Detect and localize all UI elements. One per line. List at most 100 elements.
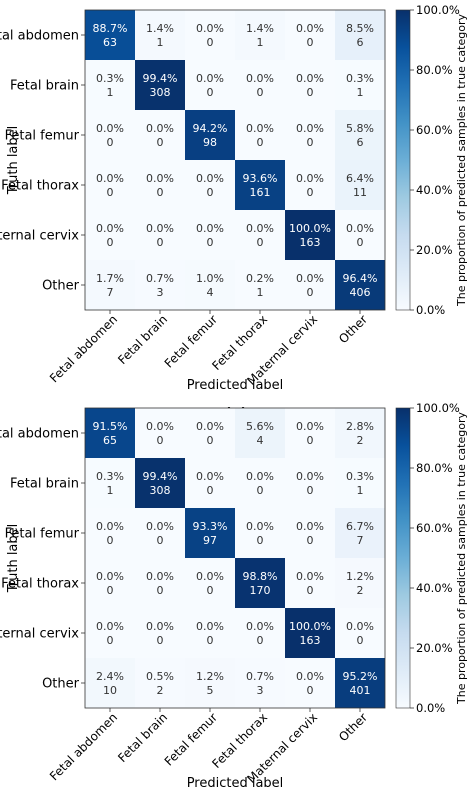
cell-count-label: 0 xyxy=(107,236,114,249)
heatmap-cell xyxy=(185,408,235,458)
plot-frame xyxy=(84,9,386,311)
cell-count-label: 0 xyxy=(307,186,314,199)
heatmap-cell xyxy=(185,210,235,260)
cell-percent-label: 0.5% xyxy=(146,670,174,683)
colorbar-tick-label: 40.0% xyxy=(416,183,453,197)
heatmap-cell xyxy=(285,210,335,260)
y-tick-label: Maternal cervix xyxy=(0,627,79,642)
heatmap-cell xyxy=(85,60,135,110)
cell-percent-label: 0.0% xyxy=(146,520,174,533)
y-tick-label: Fetal brain xyxy=(10,79,79,94)
heatmap-cell xyxy=(335,110,385,160)
heatmap-cell xyxy=(335,260,385,310)
cell-percent-label: 0.3% xyxy=(346,72,374,85)
cell-percent-label: 0.0% xyxy=(196,172,224,185)
cell-count-label: 0 xyxy=(157,236,164,249)
cell-percent-label: 99.4% xyxy=(143,72,178,85)
heatmap-cell xyxy=(285,558,335,608)
heatmap-cell xyxy=(285,408,335,458)
heatmap-cell xyxy=(335,210,385,260)
cell-percent-label: 0.0% xyxy=(146,172,174,185)
cell-percent-label: 1.0% xyxy=(196,272,224,285)
cell-percent-label: 0.0% xyxy=(296,670,324,683)
heatmap-cell xyxy=(235,110,285,160)
cell-percent-label: 0.0% xyxy=(296,172,324,185)
cell-count-label: 0 xyxy=(207,236,214,249)
y-tick-label: Fetal thorax xyxy=(1,577,79,592)
heatmap-cell xyxy=(235,508,285,558)
cell-count-label: 406 xyxy=(350,286,371,299)
cell-count-label: 1 xyxy=(107,86,114,99)
colorbar-tick-label: 0.0% xyxy=(416,303,445,317)
heatmap-cell xyxy=(85,110,135,160)
heatmap-cell xyxy=(335,508,385,558)
colorbar-tick-label: 80.0% xyxy=(416,63,453,77)
colorbar xyxy=(395,9,411,311)
heatmap-cell xyxy=(335,60,385,110)
heatmap-cell xyxy=(235,160,285,210)
cell-percent-label: 95.2% xyxy=(343,670,378,683)
cell-count-label: 170 xyxy=(250,584,271,597)
heatmap-cell xyxy=(285,160,335,210)
cell-percent-label: 93.3% xyxy=(193,520,228,533)
heatmap-cell xyxy=(285,658,335,708)
heatmap-cell xyxy=(335,558,385,608)
cell-count-label: 0 xyxy=(107,534,114,547)
heatmap-cell xyxy=(185,110,235,160)
cell-percent-label: 94.2% xyxy=(193,122,228,135)
cell-count-label: 0 xyxy=(207,634,214,647)
colorbar-title: The proportion of predicted samples in t… xyxy=(455,14,468,307)
cell-count-label: 161 xyxy=(250,186,271,199)
y-tick-label: Fetal femur xyxy=(5,527,80,542)
cell-percent-label: 93.6% xyxy=(243,172,278,185)
cell-count-label: 401 xyxy=(350,684,371,697)
heatmap-cell xyxy=(85,608,135,658)
cell-count-label: 6 xyxy=(357,36,364,49)
cell-count-label: 0 xyxy=(307,534,314,547)
cell-percent-label: 100.0% xyxy=(289,222,331,235)
cell-percent-label: 0.0% xyxy=(296,520,324,533)
cell-percent-label: 0.0% xyxy=(196,470,224,483)
colorbar xyxy=(395,407,411,709)
heatmap-cell xyxy=(85,508,135,558)
heatmap-cell xyxy=(335,160,385,210)
cell-percent-label: 0.0% xyxy=(96,620,124,633)
colorbar-tick-label: 40.0% xyxy=(416,581,453,595)
cell-percent-label: 0.0% xyxy=(146,570,174,583)
heatmap-cell xyxy=(135,458,185,508)
y-tick-label: Maternal cervix xyxy=(0,229,79,244)
cell-count-label: 1 xyxy=(257,36,264,49)
heatmap-cell xyxy=(135,658,185,708)
x-tick-label: Other xyxy=(336,312,370,346)
heatmap-cell xyxy=(85,558,135,608)
cell-percent-label: 0.0% xyxy=(246,470,274,483)
heatmap-cell xyxy=(135,160,185,210)
cell-count-label: 0 xyxy=(307,434,314,447)
cell-percent-label: 91.5% xyxy=(93,420,128,433)
cell-percent-label: 0.0% xyxy=(146,620,174,633)
cell-count-label: 2 xyxy=(357,434,364,447)
heatmap-cell xyxy=(135,10,185,60)
cell-count-label: 4 xyxy=(257,434,264,447)
cell-count-label: 163 xyxy=(300,236,321,249)
cell-count-label: 1 xyxy=(157,36,164,49)
cell-count-label: 3 xyxy=(257,684,264,697)
cell-count-label: 0 xyxy=(307,684,314,697)
heatmap-cell xyxy=(235,658,285,708)
cell-count-label: 6 xyxy=(357,136,364,149)
heatmap-cell xyxy=(135,260,185,310)
heatmap-cell xyxy=(135,608,185,658)
cell-percent-label: 6.4% xyxy=(346,172,374,185)
cell-count-label: 1 xyxy=(357,86,364,99)
heatmap-cell xyxy=(285,508,335,558)
cell-percent-label: 2.4% xyxy=(96,670,124,683)
colorbar-tick-label: 60.0% xyxy=(416,123,453,137)
y-tick-label: Other xyxy=(42,279,80,294)
heatmap-cell xyxy=(335,658,385,708)
cell-count-label: 0 xyxy=(207,36,214,49)
heatmap-cell xyxy=(185,558,235,608)
colorbar-tick-label: 20.0% xyxy=(416,641,453,655)
heatmap-cell xyxy=(135,210,185,260)
heatmap-cell xyxy=(185,658,235,708)
cell-percent-label: 5.8% xyxy=(346,122,374,135)
